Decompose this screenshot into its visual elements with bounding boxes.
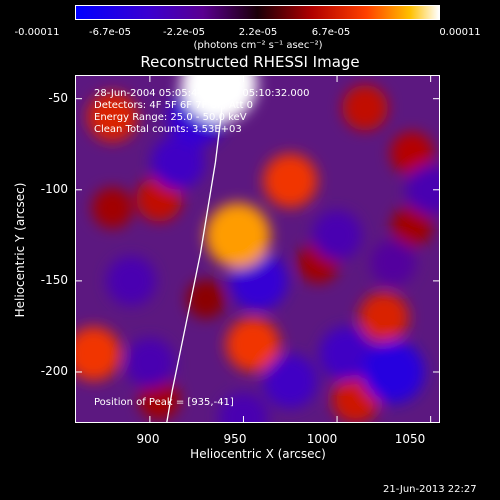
x-tick-label: 1000 [306, 432, 338, 446]
emission-blob [391, 205, 433, 247]
colorbar-tick-label: -2.2e-05 [163, 27, 205, 38]
x-tick-label: 1050 [394, 432, 426, 446]
negative-blob [361, 340, 425, 404]
clean-counts-annotation: Clean Total counts: 3.53E+03 [94, 124, 242, 135]
y-tick-label: -200 [40, 364, 68, 378]
colorbar-tick-label: -6.7e-05 [89, 27, 131, 38]
negative-blob [405, 164, 440, 215]
negative-blob [263, 354, 318, 409]
plot-frame [75, 75, 440, 423]
colorbar-unit-label: (photons cm⁻² s⁻¹ asec⁻²) [193, 40, 323, 51]
negative-blob [218, 392, 269, 423]
emission-blob [225, 317, 280, 372]
detectors-annotation: Detectors: 4F 5F 6F 7F 8F, Att 0 [94, 100, 254, 111]
colorbar [75, 5, 440, 20]
generation-timestamp: 21-Jun-2013 22:27 [383, 484, 477, 495]
heatmap-plot [75, 75, 440, 423]
negative-blob [319, 326, 374, 381]
negative-blob [150, 135, 206, 190]
negative-blob [124, 337, 175, 388]
y-tick-label: -50 [48, 91, 68, 105]
emission-blob [186, 279, 226, 319]
emission-blob [205, 202, 271, 268]
time-range-annotation: 28-Jun-2004 05:05:44.000 to 05:10:32.000 [94, 88, 310, 99]
x-tick-label: 900 [136, 432, 160, 446]
colorbar-tick-label: 0.00011 [439, 27, 481, 38]
x-tick-label: 950 [223, 432, 247, 446]
y-axis-label: Heliocentric Y (arcsec) [13, 182, 27, 318]
emission-blob [263, 153, 318, 208]
negative-blob [312, 210, 362, 261]
negative-blob [106, 255, 157, 306]
y-tick-label: -150 [40, 273, 68, 287]
chart-title: Reconstructed RHESSI Image [140, 53, 360, 71]
peak-position-annotation: Position of Peak = [935,-41] [94, 397, 234, 408]
colorbar-tick-label: 6.7e-05 [311, 27, 351, 38]
emission-blob [342, 85, 388, 131]
emission-blob [91, 187, 133, 229]
emission-blob [87, 91, 138, 142]
emission-blob [358, 292, 409, 343]
solar-limb-curve [166, 75, 226, 423]
x-axis-label: Heliocentric X (arcsec) [190, 447, 326, 461]
y-tick-label: -100 [40, 182, 68, 196]
emission-blob [75, 326, 121, 381]
colorbar-tick-label: -0.00011 [14, 27, 60, 38]
emission-blob [181, 75, 258, 123]
energy-range-annotation: Energy Range: 25.0 - 50.0 keV [94, 112, 247, 123]
emission-blob [390, 131, 434, 175]
colorbar-tick-label: 2.2e-05 [238, 27, 278, 38]
negative-blob [370, 239, 416, 286]
